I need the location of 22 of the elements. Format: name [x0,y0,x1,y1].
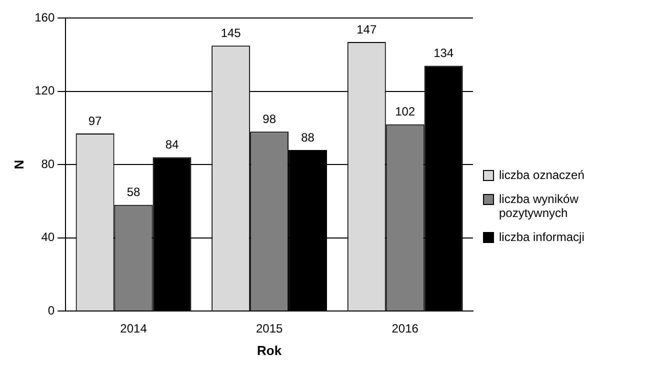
legend-label: liczba oznaczeń [499,168,584,182]
y-tick-label: 0 [48,303,55,318]
y-tick-label: 80 [41,156,55,171]
legend-label: liczba informacji [499,230,584,244]
legend-label: liczba wyników pozytywnych [499,192,580,220]
data-label: 147 [356,22,377,36]
data-label: 88 [301,130,315,144]
data-label: 98 [262,112,276,126]
x-tick-label: 2016 [392,322,419,336]
y-tick-label: 160 [34,10,55,25]
data-label: 134 [434,46,454,60]
x-tick-label: 2014 [120,322,148,336]
y-axis-title: N [11,160,26,170]
x-tick-label: 2015 [256,322,283,336]
data-label: 58 [126,185,141,200]
y-tick-label: 40 [41,230,55,244]
data-label: 97 [88,114,102,128]
data-label: 102 [395,104,416,119]
y-tick-label: 120 [34,84,55,98]
data-label: 145 [220,26,242,40]
data-label: 84 [165,138,179,152]
x-axis-title: Rok [257,342,282,358]
